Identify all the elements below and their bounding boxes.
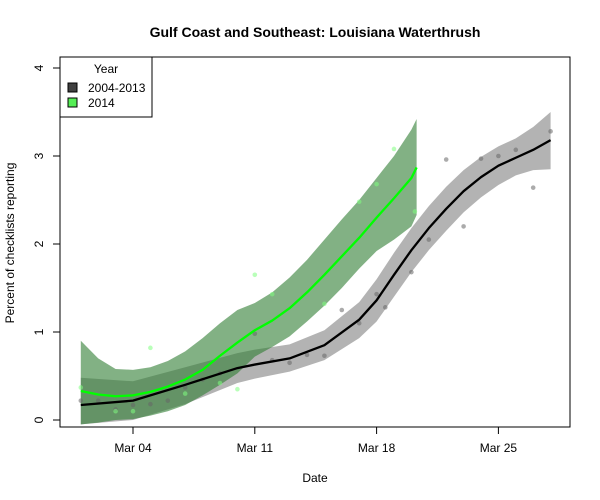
legend-label-2014: 2014 — [88, 96, 115, 110]
data-point-2014 — [356, 199, 362, 205]
plot-frame — [59, 56, 571, 428]
data-point-2004-2013 — [548, 129, 553, 134]
data-point-2004-2013 — [443, 157, 449, 162]
x-tick-label: Mar 04 — [114, 441, 152, 455]
data-point-2014 — [182, 391, 188, 396]
data-point-2004-2013 — [426, 237, 432, 242]
y-tick-label: 4 — [32, 64, 46, 71]
legend-title: Year — [94, 62, 118, 76]
y-tick-label: 0 — [32, 416, 46, 423]
y-tick-label: 2 — [32, 240, 46, 247]
data-point-2004-2013 — [356, 320, 362, 326]
data-point-2014 — [374, 181, 379, 187]
data-point-2004-2013 — [165, 398, 171, 403]
data-point-2004-2013 — [496, 153, 501, 159]
confidence-band-2014 — [80, 119, 417, 425]
data-point-2014 — [269, 291, 275, 297]
data-point-2004-2013 — [461, 224, 466, 229]
y-tick-label: 1 — [32, 328, 46, 335]
trend-line-2014 — [80, 166, 418, 398]
data-point-2004-2013 — [252, 331, 258, 337]
x-tick-label: Mar 25 — [480, 441, 518, 455]
data-point-2004-2013 — [374, 291, 379, 297]
legend-swatch-2004-2013 — [67, 82, 78, 93]
x-axis-label: Date — [302, 471, 328, 485]
y-tick-label: 3 — [32, 152, 46, 159]
data-point-2004-2013 — [287, 360, 292, 366]
data-point-2004-2013 — [513, 147, 519, 153]
legend: Year 2004-2013 2014 — [59, 56, 153, 118]
data-point-2014 — [235, 386, 240, 392]
trend-line-2004-2013 — [80, 139, 552, 407]
data-point-2004-2013 — [148, 401, 153, 407]
data-point-2004-2013 — [304, 352, 310, 358]
data-point-2014 — [78, 385, 84, 390]
data-point-2004-2013 — [478, 156, 484, 161]
data-point-2004-2013 — [130, 402, 136, 408]
data-point-2004-2013 — [530, 185, 536, 190]
data-point-2014 — [322, 301, 327, 307]
data-point-2004-2013 — [409, 269, 414, 275]
data-point-2014 — [130, 408, 136, 414]
legend-swatch-2014 — [67, 97, 78, 108]
data-point-2014 — [217, 380, 223, 386]
chart-title: Gulf Coast and Southeast: Louisiana Wate… — [150, 24, 481, 40]
data-point-2014 — [113, 408, 118, 414]
x-tick-label: Mar 18 — [358, 441, 396, 455]
x-tick-label: Mar 11 — [237, 441, 274, 455]
data-point-2004-2013 — [95, 398, 101, 403]
data-point-2004-2013 — [78, 398, 84, 403]
data-point-2004-2013 — [339, 307, 345, 313]
data-point-2014 — [391, 146, 397, 152]
data-point-2014 — [148, 345, 153, 351]
data-point-2004-2013 — [322, 353, 327, 359]
data-point-2014 — [412, 209, 418, 214]
data-point-2014 — [252, 272, 258, 278]
data-point-2004-2013 — [383, 305, 388, 310]
y-axis-label: Percent of checklists reporting — [3, 163, 17, 324]
legend-label-2004-2013: 2004-2013 — [88, 81, 146, 95]
